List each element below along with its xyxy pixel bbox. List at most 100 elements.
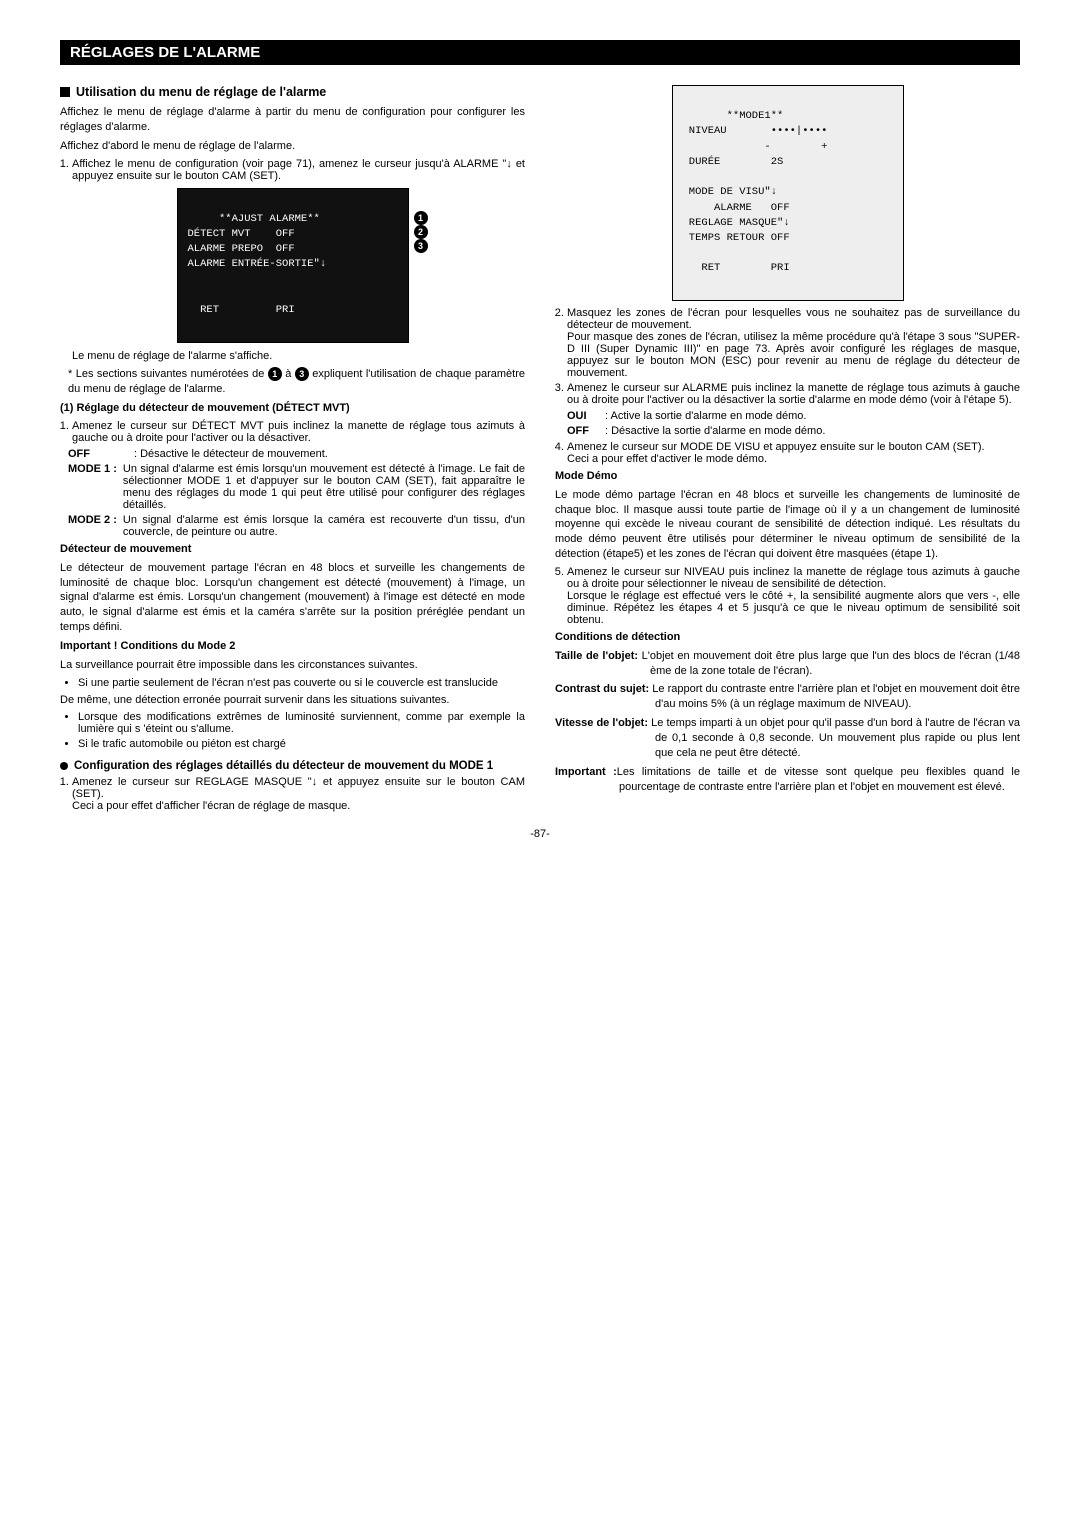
osd-screen-alarme: **AJUST ALARME** DÉTECT MVT OFF1 ALARME … (177, 188, 409, 343)
imp2-list-b: Lorsque des modifications extrêmes de lu… (78, 711, 525, 750)
left-column: Utilisation du menu de réglage de l'alar… (60, 79, 525, 816)
h-demo: Mode Démo (555, 469, 1020, 484)
mode-defs: OFF : Désactive le détecteur de mouvemen… (68, 448, 525, 538)
osd-screen-mode1: **MODE1** NIVEAU ••••|•••• - + DURÉE 2S … (672, 85, 904, 301)
def-oui-v: : Active la sortie d'alarme en mode démo… (605, 410, 806, 422)
osd2-l8: RET PRI (683, 262, 790, 274)
def-off-v: : Désactive le détecteur de mouvement. (134, 448, 328, 460)
dot-bullet-icon (60, 762, 68, 770)
cond3-v: Le temps imparti à un objet pour qu'il p… (648, 717, 1020, 759)
right-step-2: Masquez les zones de l'écran pour lesque… (567, 307, 1020, 379)
osd1-l6 (188, 289, 194, 301)
def-off2: OFF : Désactive la sortie d'alarme en mo… (567, 425, 1020, 437)
intro-step-1: Affichez le menu de configuration (voir … (72, 158, 525, 182)
right-step-3: Amenez le curseur sur ALARME puis inclin… (567, 382, 1020, 437)
section-heading-menu: Utilisation du menu de réglage de l'alar… (60, 85, 525, 99)
right-step-2b: Pour masque des zones de l'écran, utilis… (567, 331, 1020, 379)
cond1-v: L'objet en mouvement doit être plus larg… (638, 650, 1020, 677)
right-step-4: Amenez le curseur sur MODE DE VISU et ap… (567, 441, 1020, 465)
osd2-l7: TEMPS RETOUR OFF (683, 232, 790, 244)
h-imp2: Important ! Conditions du Mode 2 (60, 639, 525, 654)
right-step-5b: Lorsque le réglage est effectué vers le … (567, 590, 1020, 626)
right-step-4b: Ceci a pour effet d'activer le mode démo… (567, 453, 767, 465)
content-columns: Utilisation du menu de réglage de l'alar… (60, 79, 1020, 816)
right-column: **MODE1** NIVEAU ••••|•••• - + DURÉE 2S … (555, 79, 1020, 816)
right-step-4a: Amenez le curseur sur MODE DE VISU et ap… (567, 441, 985, 453)
right-steps: Masquez les zones de l'écran pour lesque… (567, 307, 1020, 465)
square-bullet-icon (60, 87, 70, 97)
def-m2-k: MODE 2 : (68, 514, 117, 538)
osd2-l2b: - + (683, 141, 828, 153)
cond-4: Important :Les limitations de taille et … (555, 765, 1020, 795)
def-off2-v: : Désactive la sortie d'alarme en mode d… (605, 425, 825, 437)
cond1-k: Taille de l'objet: (555, 650, 638, 662)
conf-step-1b: Ceci a pour effet d'afficher l'écran de … (72, 800, 350, 812)
imp2-b2: Lorsque des modifications extrêmes de lu… (78, 711, 525, 735)
conf-steps: Amenez le curseur sur REGLAGE MASQUE "↓ … (72, 776, 525, 812)
osd-caption-a: Le menu de réglage de l'alarme s'affiche… (72, 349, 525, 364)
cond-1: Taille de l'objet: L'objet en mouvement … (555, 649, 1020, 679)
osd2-l6: REGLAGE MASQUE"↓ (683, 217, 790, 229)
right-step-3a: Amenez le curseur sur ALARME puis inclin… (567, 382, 1020, 406)
osd2-l5: ALARME OFF (683, 202, 790, 214)
def-off: OFF : Désactive le détecteur de mouvemen… (68, 448, 525, 460)
circ-3b-icon: 3 (295, 367, 309, 381)
circ-2-icon: 2 (414, 225, 428, 239)
p-imp2b: De même, une détection erronée pourrait … (60, 693, 525, 708)
osd2-l1: **MODE1** (683, 110, 784, 122)
intro-steps: Affichez le menu de configuration (voir … (72, 158, 525, 182)
osd1-l4: ALARME ENTRÉE-SORTIE"↓ (188, 258, 327, 270)
h-conf-text: Configuration des réglages détaillés du … (74, 760, 493, 772)
right-step-5a: Amenez le curseur sur NIVEAU puis inclin… (567, 566, 1020, 590)
imp2-list-a: Si une partie seulement de l'écran n'est… (78, 677, 525, 689)
def-mode1: MODE 1 : Un signal d'alarme est émis lor… (68, 463, 525, 511)
sub1-step-1: Amenez le curseur sur DÉTECT MVT puis in… (72, 420, 525, 444)
h-detect: Détecteur de mouvement (60, 542, 525, 557)
conf-step-1: Amenez le curseur sur REGLAGE MASQUE "↓ … (72, 776, 525, 812)
cond4-v: Les limitations de taille et de vitesse … (617, 766, 1020, 793)
intro-para-1: Affichez le menu de réglage d'alarme à p… (60, 105, 525, 135)
cond2-k: Contrast du sujet: (555, 683, 649, 695)
p-detect: Le détecteur de mouvement partage l'écra… (60, 561, 525, 635)
imp2-b1: Si une partie seulement de l'écran n'est… (78, 677, 525, 689)
section-heading-text: Utilisation du menu de réglage de l'alar… (76, 85, 326, 99)
page-number: -87- (60, 828, 1020, 840)
osd-cap-b1: Les sections suivantes numérotées de (76, 368, 265, 380)
def-m1-v: Un signal d'alarme est émis lorsqu'un mo… (123, 463, 525, 511)
osd1-l1: **AJUST ALARME** (188, 213, 320, 225)
cond2-v: Le rapport du contraste entre l'arrière … (649, 683, 1020, 710)
def-oui-k: OUI (567, 410, 599, 422)
def-m2-v: Un signal d'alarme est émis lorsque la c… (123, 514, 525, 538)
osd2-l3: DURÉE 2S (683, 156, 784, 168)
title-bar: RÉGLAGES DE L'ALARME (60, 40, 1020, 65)
osd1-l2: DÉTECT MVT OFF (188, 228, 295, 240)
def-oui: OUI : Active la sortie d'alarme en mode … (567, 410, 1020, 422)
def-off2-k: OFF (567, 425, 599, 437)
osd1-l5 (188, 274, 194, 286)
osd2-l2: NIVEAU ••••|•••• (683, 125, 828, 137)
conf-step-1a: Amenez le curseur sur REGLAGE MASQUE "↓ … (72, 776, 525, 800)
circ-3-icon: 3 (414, 239, 428, 253)
right-step-5: Amenez le curseur sur NIVEAU puis inclin… (567, 566, 1020, 626)
sub1-heading: (1) Réglage du détecteur de mouvement (D… (60, 401, 525, 416)
cond-3: Vitesse de l'objet: Le temps imparti à u… (555, 716, 1020, 761)
right-step-2a: Masquez les zones de l'écran pour lesque… (567, 307, 1020, 331)
h-conf: Configuration des réglages détaillés du … (60, 760, 525, 772)
p-demo: Le mode démo partage l'écran en 48 blocs… (555, 488, 1020, 562)
def-m1-k: MODE 1 : (68, 463, 117, 511)
def-off-k: OFF (68, 448, 128, 460)
osd-cap-b2: à (285, 368, 291, 380)
circ-1-icon: 1 (414, 211, 428, 225)
cond4-k: Important : (555, 766, 617, 778)
right-steps-5: Amenez le curseur sur NIVEAU puis inclin… (567, 566, 1020, 626)
circ-1b-icon: 1 (268, 367, 282, 381)
osd2-l4: MODE DE VISU"↓ (683, 186, 778, 198)
h-cond: Conditions de détection (555, 630, 1020, 645)
def-mode2: MODE 2 : Un signal d'alarme est émis lor… (68, 514, 525, 538)
imp2-b3: Si le trafic automobile ou piéton est ch… (78, 738, 525, 750)
p-imp2a: La surveillance pourrait être impossible… (60, 658, 525, 673)
osd-caption-b: * Les sections suivantes numérotées de 1… (68, 367, 525, 397)
sub1-steps: Amenez le curseur sur DÉTECT MVT puis in… (72, 420, 525, 444)
cond3-k: Vitesse de l'objet: (555, 717, 648, 729)
osd1-l7: RET PRI (188, 304, 295, 316)
